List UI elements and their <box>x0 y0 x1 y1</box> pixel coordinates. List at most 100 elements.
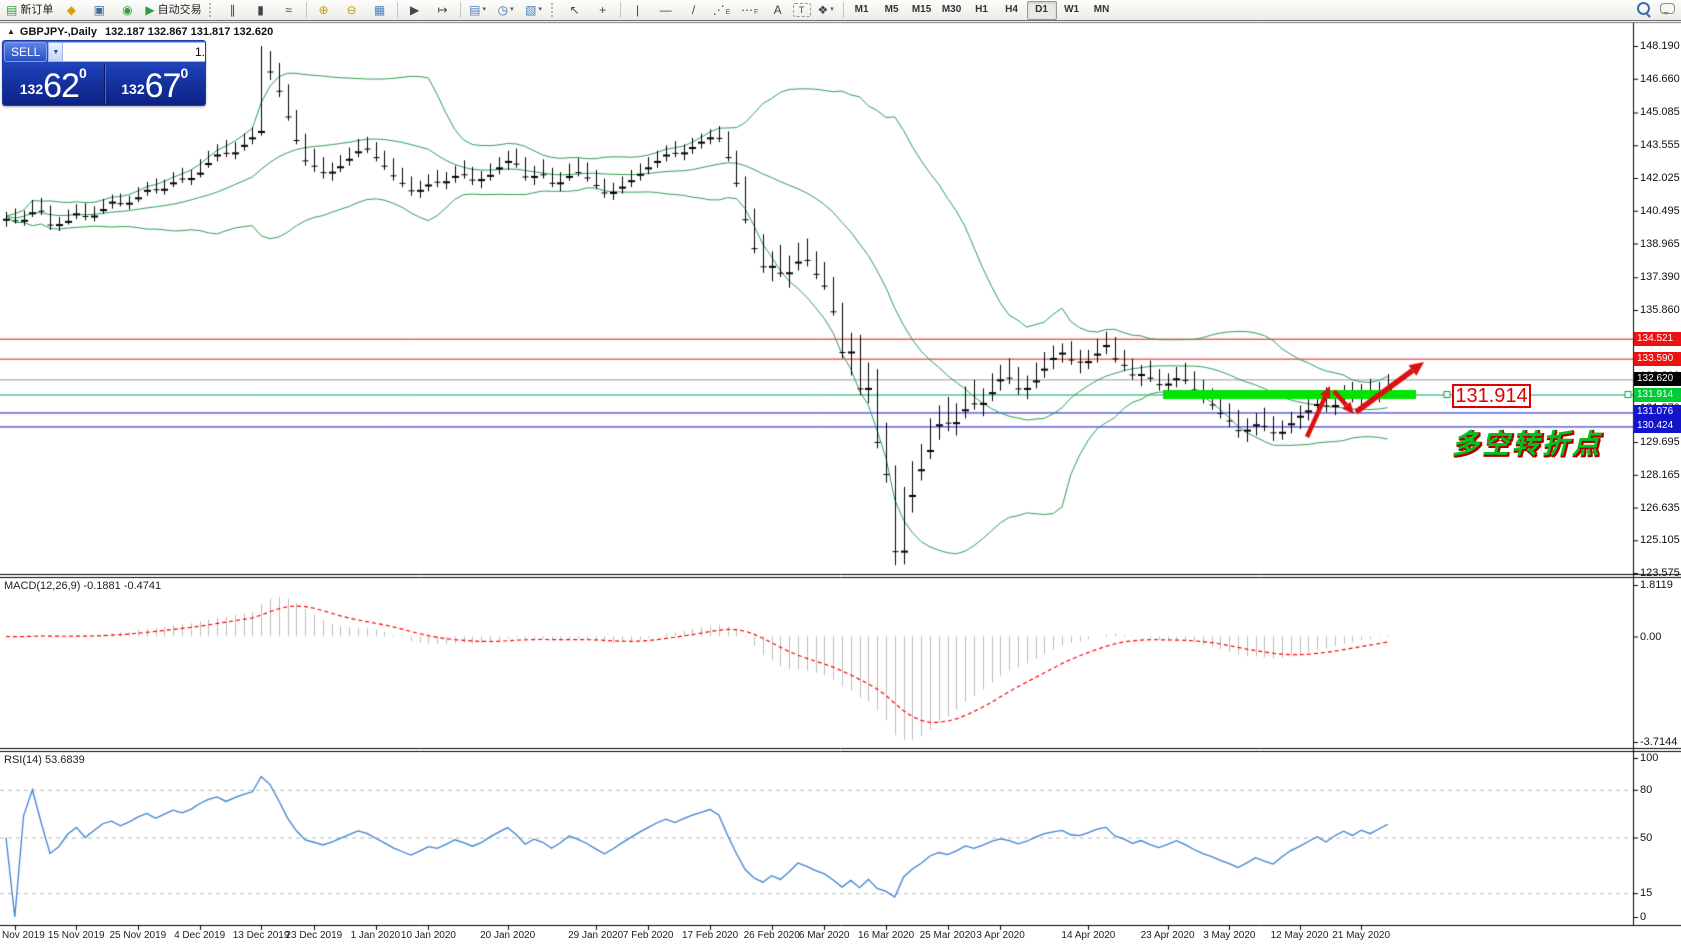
line-chart-icon[interactable]: ≈ <box>285 3 292 17</box>
bar-chart-icon[interactable]: ∥ <box>229 3 236 17</box>
macd-axis-label: -3.7144 <box>1640 735 1678 748</box>
date-label: 25 Mar 2020 <box>919 930 976 941</box>
rsi-axis-label: 15 <box>1640 887 1653 900</box>
date-label: 25 Nov 2019 <box>109 930 167 941</box>
signals-icon[interactable]: ◉ <box>122 3 133 17</box>
toolbar-grip <box>208 3 216 17</box>
price-axis-label: 137.390 <box>1640 271 1680 284</box>
date-label: 29 Jan 2020 <box>568 930 624 941</box>
date-label: 7 Feb 2020 <box>622 930 674 941</box>
date-label: 15 Nov 2019 <box>47 930 105 941</box>
new-order-button[interactable]: ▤ 新订单 <box>6 3 54 17</box>
equidistant-channel-icon[interactable]: ⋰ E <box>712 3 731 17</box>
periods-icon[interactable]: ◷ ▾ <box>497 3 514 17</box>
new-chart-icon[interactable]: ▤ ▾ <box>469 3 486 17</box>
zoom-out-icon[interactable]: ⊖ <box>346 3 357 17</box>
arrows-tool-icon[interactable]: ❖ ▾ <box>817 3 834 17</box>
date-label: 17 Feb 2020 <box>682 930 739 941</box>
text-label-icon[interactable]: T <box>792 3 811 17</box>
volume-decrease-button[interactable]: ▼ <box>48 42 64 62</box>
price-axis-label: 138.965 <box>1640 237 1680 250</box>
date-label: 16 Mar 2020 <box>858 930 915 941</box>
price-badge: 134.521 <box>1634 331 1681 346</box>
crosshair-icon[interactable]: + <box>599 3 607 17</box>
toolbar-right <box>1637 2 1675 15</box>
toolbar-separator <box>396 2 398 18</box>
accounts-icon[interactable]: ▣ <box>93 3 106 17</box>
timeframe-m5[interactable]: M5 <box>884 4 899 15</box>
timeframe-h1[interactable]: H1 <box>975 4 988 15</box>
date-label: 1 Jan 2020 <box>350 930 401 941</box>
price-axis-label: 126.635 <box>1640 501 1680 514</box>
search-icon[interactable] <box>1637 2 1650 15</box>
cursor-icon[interactable]: ↖ <box>569 3 580 17</box>
price-axis-label: 140.495 <box>1640 204 1680 217</box>
price-axis-label: 135.860 <box>1640 304 1680 317</box>
price-axis-label: 125.105 <box>1640 534 1680 547</box>
buy-price[interactable]: 132 67 0 <box>121 65 189 105</box>
volume-stepper: ▼ ▲ <box>48 42 205 62</box>
macd-axis-label: 0.00 <box>1640 630 1662 643</box>
rsi-axis-label: 80 <box>1640 783 1653 796</box>
macd-pane-label: MACD(12,26,9) -0.1881 -0.4741 <box>4 580 162 592</box>
date-label: 23 Apr 2020 <box>1140 930 1195 941</box>
timeframe-h4[interactable]: H4 <box>1005 4 1018 15</box>
chart-shift-icon[interactable]: ↦ <box>437 3 448 17</box>
price-badge: 131.076 <box>1634 405 1681 420</box>
rsi-axis-label: 100 <box>1640 752 1659 764</box>
window-collapse-icon[interactable]: ▲ <box>7 27 15 36</box>
toolbar-separator <box>842 2 844 18</box>
price-axis-label: 143.555 <box>1640 139 1680 152</box>
vertical-line-icon[interactable]: | <box>636 3 640 17</box>
price-axis-label: 145.085 <box>1640 106 1680 119</box>
sell-button[interactable]: SELL <box>4 42 48 62</box>
volume-input[interactable] <box>63 42 205 62</box>
timeframe-w1[interactable]: W1 <box>1064 4 1080 15</box>
toolbar-grip <box>550 3 558 17</box>
price-divider <box>103 63 105 104</box>
timeframe-m30[interactable]: M30 <box>941 4 962 15</box>
rsi-pane-label: RSI(14) 53.6839 <box>4 754 85 766</box>
date-label: 20 Jan 2020 <box>480 930 536 941</box>
timeframe-d1[interactable]: D1 <box>1026 0 1057 20</box>
symbol-period-label: GBPJPY-,Daily <box>19 26 97 38</box>
tile-windows-icon[interactable]: ▦ <box>373 3 386 17</box>
fibonacci-icon[interactable]: ⋯ F <box>740 3 759 17</box>
auto-trading-button[interactable]: ▶ 自动交易 <box>145 3 202 17</box>
chart-title: ▲ GBPJPY-,Daily 132.187 132.867 131.817 13… <box>7 26 273 38</box>
timeframe-mn[interactable]: MN <box>1093 4 1110 15</box>
indicators-icon[interactable]: ◆ <box>66 3 76 17</box>
horizontal-line-icon[interactable]: — <box>659 3 672 17</box>
price-axis-label: 129.695 <box>1640 436 1680 449</box>
toolbar-separator <box>619 2 621 18</box>
price-axis-label: 128.165 <box>1640 468 1680 481</box>
candlestick-chart-icon[interactable]: ▮ <box>257 3 264 17</box>
text-icon[interactable]: A <box>773 3 782 17</box>
templates-icon[interactable]: ▧ ▾ <box>525 3 542 17</box>
date-label: 21 May 2020 <box>1332 930 1391 941</box>
date-label: 10 Jan 2020 <box>400 930 456 941</box>
date-label: 14 Apr 2020 <box>1061 930 1116 941</box>
date-label: 26 Feb 2020 <box>743 930 800 941</box>
date-label: 6 Mar 2020 <box>798 930 850 941</box>
zoom-in-icon[interactable]: ⊕ <box>318 3 329 17</box>
date-label: 4 Dec 2019 <box>174 930 226 941</box>
toolbar-separator <box>305 2 307 18</box>
date-label: 23 Dec 2019 <box>285 930 343 941</box>
timeframe-m1[interactable]: M1 <box>854 4 869 15</box>
turning-point-note[interactable]: 多空转折点 <box>1452 429 1602 459</box>
date-label: 3 Apr 2020 <box>976 930 1025 941</box>
trendline-icon[interactable]: / <box>691 3 696 17</box>
price-badge: 132.620 <box>1634 372 1681 387</box>
sell-price[interactable]: 132 62 0 <box>19 65 87 105</box>
timeframe-m15[interactable]: M15 <box>911 4 932 15</box>
chat-icon[interactable] <box>1660 3 1675 15</box>
price-callout-label[interactable]: 131.914 <box>1452 384 1531 408</box>
rsi-axis-label: 50 <box>1640 831 1653 844</box>
auto-scroll-icon[interactable]: ▶ <box>409 3 420 17</box>
price-axis-label: 148.190 <box>1640 40 1680 52</box>
price-axis-label: 146.660 <box>1640 72 1680 85</box>
